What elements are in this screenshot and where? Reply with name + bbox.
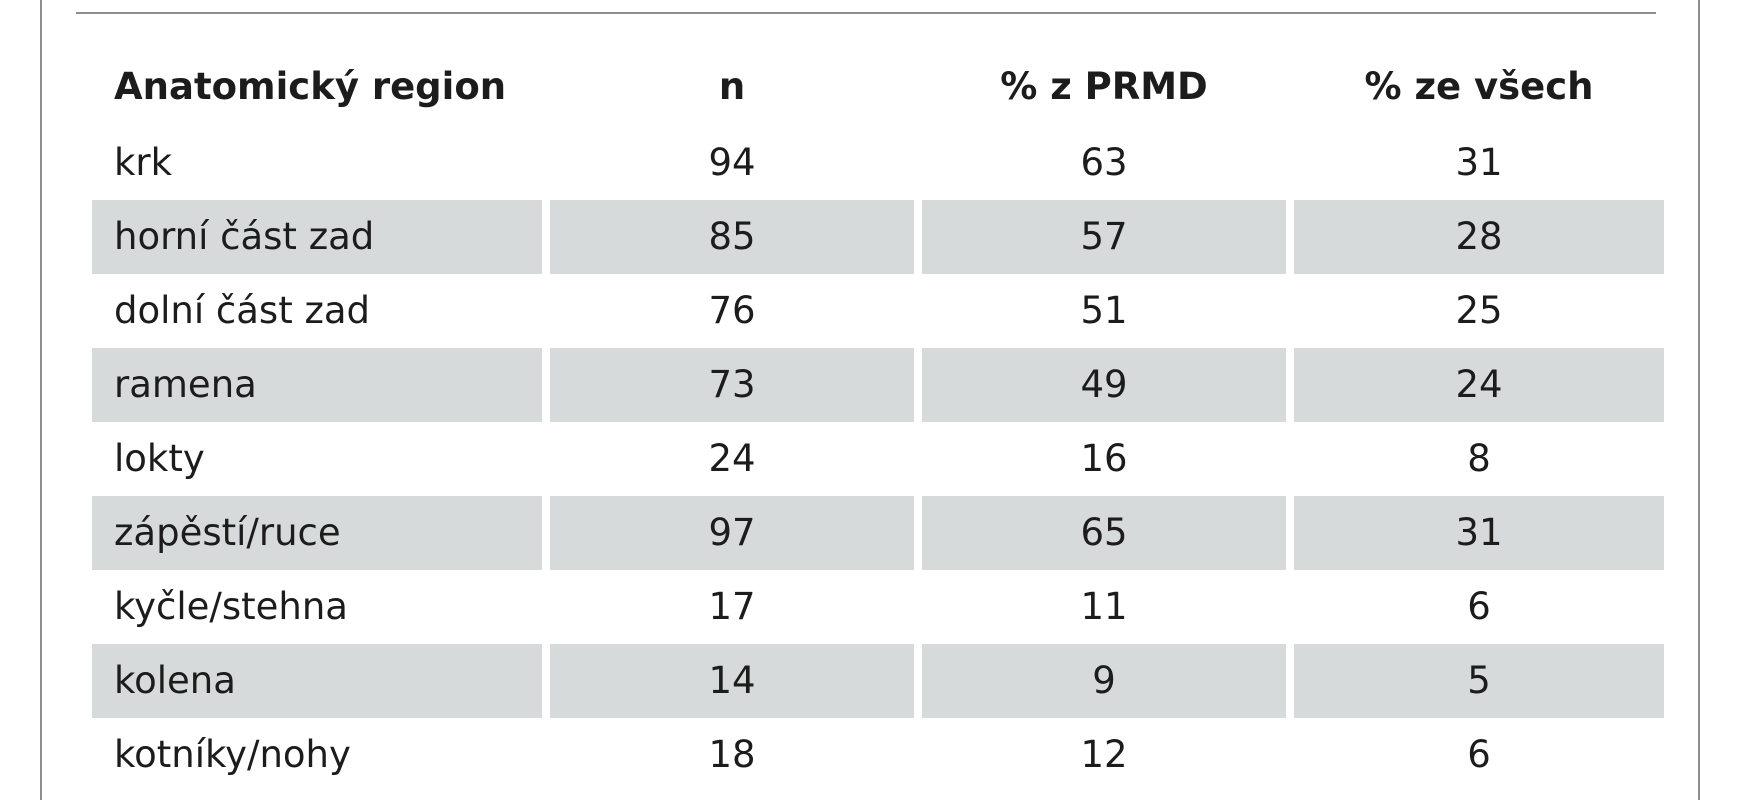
cell-pct-all: 31 <box>1294 496 1664 570</box>
cell-pct-prmd: 12 <box>1080 733 1128 776</box>
header-region: Anatomický region <box>114 65 507 108</box>
cell-n: 18 <box>708 733 756 776</box>
cell-pct-all: 5 <box>1294 644 1664 718</box>
cell-region: lokty <box>114 437 205 480</box>
cell-pct-prmd: 11 <box>1080 585 1128 628</box>
cell-pct-all: 6 <box>1467 733 1491 776</box>
cell-n: 97 <box>550 496 914 570</box>
cell-n: 17 <box>708 585 756 628</box>
table-row: krk 94 63 31 <box>92 126 1664 200</box>
table-row: kyčle/stehna 17 11 6 <box>92 570 1664 644</box>
table-row: horní část zad 85 57 28 <box>92 200 1664 274</box>
cell-region: zápěstí/ruce <box>92 496 542 570</box>
cell-region: kolena <box>92 644 542 718</box>
cell-region: horní část zad <box>92 200 542 274</box>
table-row: kotníky/nohy 18 12 6 <box>92 718 1664 792</box>
header-pct-prmd: % z PRMD <box>1000 65 1208 108</box>
header-row: Anatomický region n % z PRMD % ze všech <box>92 48 1664 126</box>
cell-n: 14 <box>550 644 914 718</box>
cell-pct-all: 6 <box>1467 585 1491 628</box>
cell-n: 73 <box>550 348 914 422</box>
cell-n: 94 <box>708 141 756 184</box>
cell-region: krk <box>114 141 173 184</box>
cell-n: 85 <box>550 200 914 274</box>
cell-pct-prmd: 57 <box>922 200 1286 274</box>
cell-pct-all: 8 <box>1467 437 1491 480</box>
cell-pct-prmd: 9 <box>922 644 1286 718</box>
cell-n: 76 <box>708 289 756 332</box>
table-row: zápěstí/ruce 97 65 31 <box>92 496 1664 570</box>
data-table: Anatomický region n % z PRMD % ze všech … <box>84 48 1672 792</box>
cell-region: kotníky/nohy <box>114 733 351 776</box>
table-row: lokty 24 16 8 <box>92 422 1664 496</box>
cell-pct-all: 28 <box>1294 200 1664 274</box>
header-pct-all: % ze všech <box>1364 65 1594 108</box>
cell-pct-all: 31 <box>1455 141 1503 184</box>
table-frame <box>40 0 1700 800</box>
cell-region: dolní část zad <box>114 289 371 332</box>
cell-region: ramena <box>92 348 542 422</box>
table-row: dolní část zad 76 51 25 <box>92 274 1664 348</box>
header-n: n <box>718 65 746 108</box>
cell-pct-all: 25 <box>1455 289 1503 332</box>
cell-pct-prmd: 16 <box>1080 437 1128 480</box>
cell-pct-prmd: 49 <box>922 348 1286 422</box>
cell-pct-prmd: 65 <box>922 496 1286 570</box>
cell-n: 24 <box>708 437 756 480</box>
table-row: kolena 14 9 5 <box>92 644 1664 718</box>
cell-pct-prmd: 63 <box>1080 141 1128 184</box>
top-rule <box>76 12 1656 14</box>
cell-pct-all: 24 <box>1294 348 1664 422</box>
cell-pct-prmd: 51 <box>1080 289 1128 332</box>
cell-region: kyčle/stehna <box>114 585 348 628</box>
table-row: ramena 73 49 24 <box>92 348 1664 422</box>
